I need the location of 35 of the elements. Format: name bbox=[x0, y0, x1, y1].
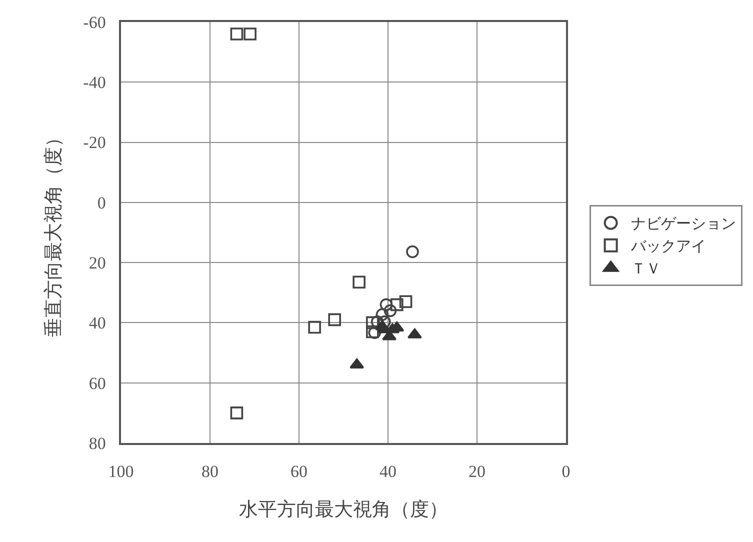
point bbox=[374, 320, 390, 330]
point bbox=[406, 245, 419, 258]
y-tick-label: -40 bbox=[83, 73, 106, 92]
point bbox=[366, 325, 379, 338]
y-axis-title: 垂直方向最大視角（度） bbox=[42, 128, 65, 337]
x-tick-label: 80 bbox=[202, 462, 218, 482]
point bbox=[384, 304, 397, 318]
point bbox=[407, 328, 422, 338]
point bbox=[366, 316, 379, 330]
point bbox=[328, 313, 341, 326]
point bbox=[308, 320, 321, 334]
x-tick-label: 0 bbox=[562, 462, 570, 482]
x-axis-title: 水平方向最大視角（度） bbox=[239, 498, 448, 520]
legend-label: ナビゲーション bbox=[630, 214, 736, 233]
y-tick-label: -60 bbox=[83, 12, 106, 32]
y-tick-label: 60 bbox=[88, 374, 106, 393]
legend-label: バックアイ bbox=[630, 237, 706, 256]
point bbox=[230, 406, 244, 420]
y-tick-label: -20 bbox=[83, 133, 106, 152]
point bbox=[230, 28, 244, 40]
x-tick-label: 20 bbox=[468, 462, 486, 482]
x-tick-label: 60 bbox=[290, 462, 308, 482]
x-tick-label: 100 bbox=[108, 462, 134, 482]
point bbox=[350, 358, 364, 368]
y-tick-label: 80 bbox=[88, 434, 106, 453]
legend-label: ＴＶ bbox=[630, 260, 661, 278]
point bbox=[390, 298, 404, 312]
point bbox=[399, 295, 412, 308]
point bbox=[244, 28, 256, 40]
point bbox=[352, 276, 366, 289]
point bbox=[380, 298, 393, 312]
y-tick-label: 0 bbox=[97, 193, 106, 212]
y-tick-label: 40 bbox=[88, 314, 106, 333]
y-tick-label: 20 bbox=[88, 254, 106, 273]
x-tick-label: 40 bbox=[380, 462, 396, 482]
